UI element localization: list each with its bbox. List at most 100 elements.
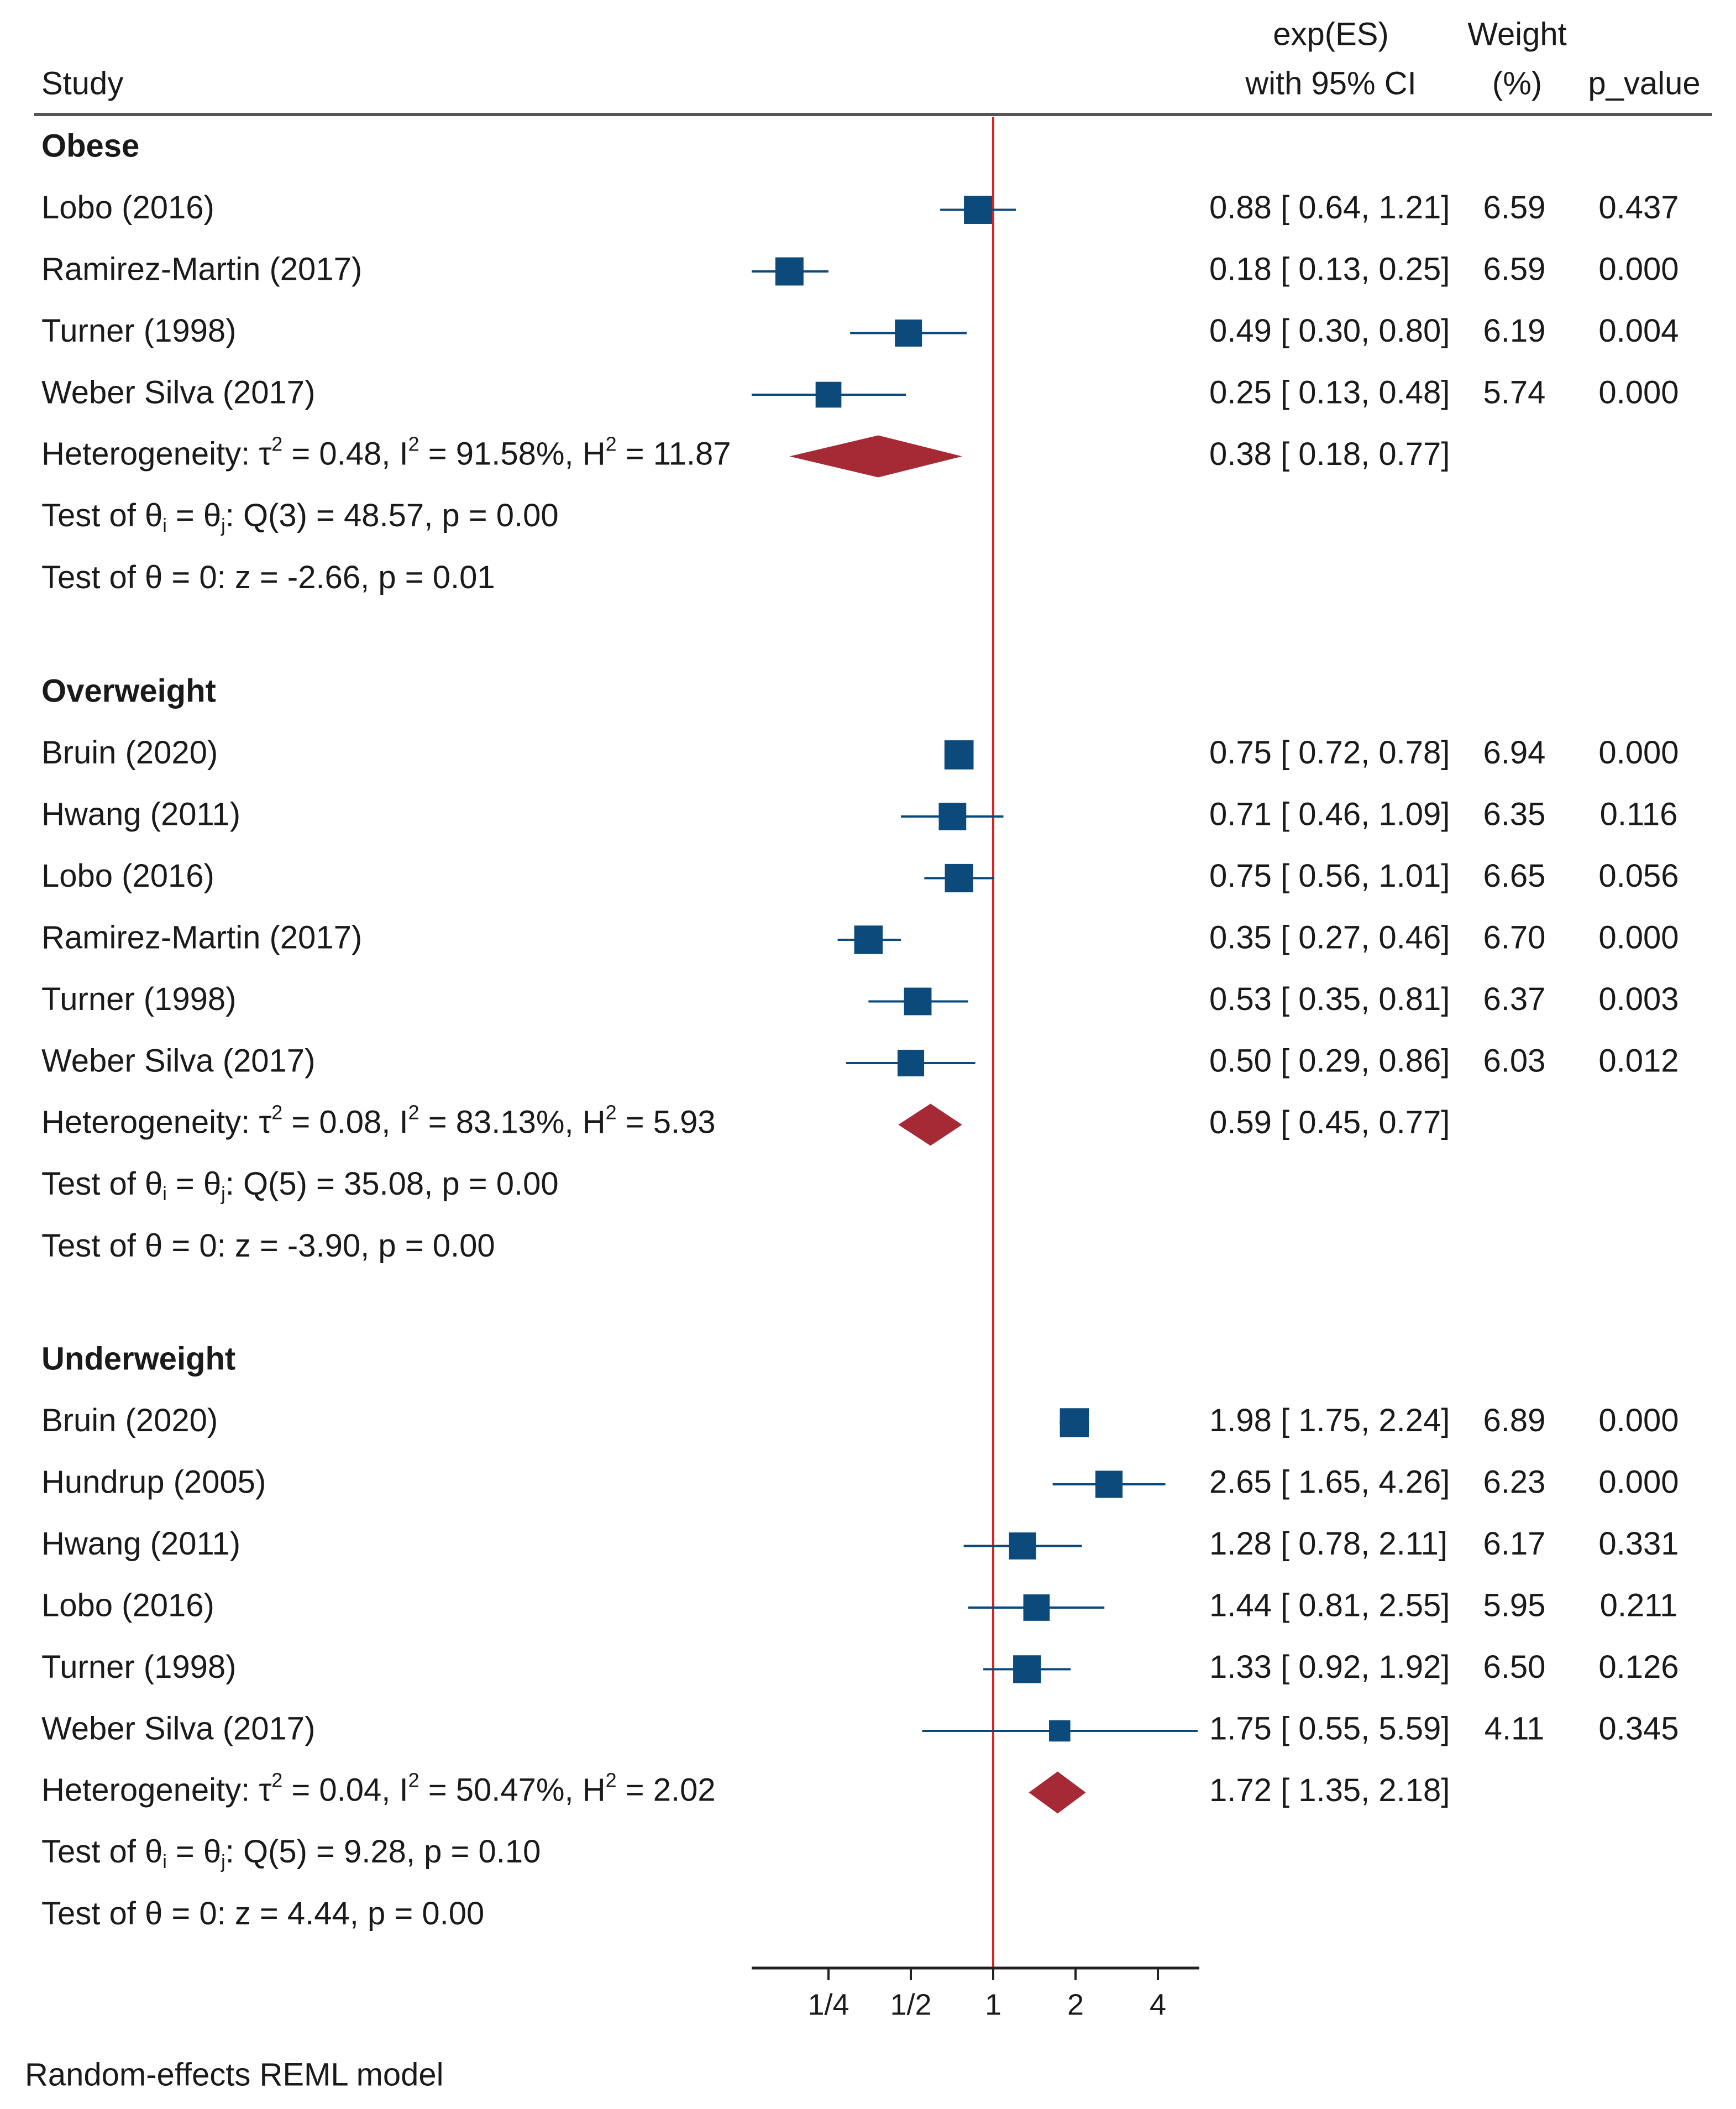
weight-value: 6.65	[1483, 858, 1546, 894]
study-label: Weber Silva (2017)	[41, 1043, 315, 1079]
x-tick-label: 4	[1150, 1988, 1166, 2021]
weight-value: 5.95	[1483, 1587, 1546, 1623]
study-marker	[1060, 1408, 1089, 1437]
x-tick-label: 1	[985, 1988, 1001, 2021]
study-marker	[904, 987, 932, 1016]
ci-text: 1.28 [ 0.78, 2.11]	[1209, 1526, 1447, 1562]
ci-text: 0.35 [ 0.27, 0.46]	[1209, 919, 1450, 955]
weight-value: 6.50	[1483, 1649, 1546, 1685]
study-marker	[1023, 1594, 1050, 1621]
study-marker	[944, 740, 974, 770]
p-value: 0.000	[1598, 251, 1679, 287]
weight-value: 6.59	[1483, 251, 1546, 287]
p-value: 0.211	[1600, 1587, 1678, 1623]
p-value: 0.004	[1598, 313, 1679, 349]
study-label: Ramirez-Martin (2017)	[41, 919, 362, 955]
p-value: 0.003	[1598, 981, 1679, 1017]
p-value: 0.000	[1598, 374, 1679, 410]
ci-text: 0.75 [ 0.72, 0.78]	[1209, 735, 1450, 771]
study-marker	[895, 320, 922, 347]
weight-value: 6.37	[1483, 981, 1546, 1017]
study-marker	[897, 1049, 925, 1077]
pooled-ci-text: 1.72 [ 1.35, 2.18]	[1209, 1772, 1450, 1808]
weight-value: 6.70	[1483, 919, 1546, 955]
study-label: Bruin (2020)	[41, 735, 218, 771]
study-label: Ramirez-Martin (2017)	[41, 251, 362, 287]
p-value: 0.000	[1598, 919, 1679, 955]
ci-text: 1.44 [ 0.81, 2.55]	[1209, 1587, 1450, 1623]
group-title: Underweight	[41, 1341, 235, 1377]
ci-text: 1.98 [ 1.75, 2.24]	[1209, 1402, 1450, 1438]
p-value: 0.116	[1600, 796, 1678, 832]
q-test-text: Test of θi = θj: Q(5) = 9.28, p = 0.10	[41, 1834, 541, 1872]
p-value: 0.000	[1598, 1464, 1679, 1500]
weight-value: 5.74	[1483, 374, 1546, 410]
pooled-diamond	[898, 1103, 962, 1146]
ci-text: 0.50 [ 0.29, 0.86]	[1209, 1043, 1450, 1079]
group-title: Obese	[41, 128, 139, 164]
study-label: Hwang (2011)	[41, 1526, 240, 1562]
header-study: Study	[41, 65, 123, 101]
ci-text: 2.65 [ 1.65, 4.26]	[1209, 1464, 1450, 1500]
weight-value: 6.19	[1483, 313, 1546, 349]
header-p-value: p_value	[1588, 65, 1700, 101]
study-label: Turner (1998)	[41, 981, 236, 1017]
ci-text: 0.53 [ 0.35, 0.81]	[1209, 981, 1450, 1017]
ci-text: 1.33 [ 0.92, 1.92]	[1209, 1649, 1450, 1685]
heterogeneity-text: Heterogeneity: τ2 = 0.48, I2 = 91.58%, H…	[41, 432, 731, 472]
header-weight-line2: (%)	[1492, 65, 1542, 101]
p-value: 0.331	[1598, 1526, 1679, 1562]
footnote: Random-effects REML model	[25, 2056, 444, 2092]
ci-text: 0.18 [ 0.13, 0.25]	[1209, 251, 1450, 287]
p-value: 0.000	[1598, 735, 1679, 771]
x-tick-label: 1/2	[890, 1988, 931, 2021]
weight-value: 6.03	[1483, 1043, 1546, 1079]
study-marker	[938, 803, 967, 830]
group-title: Overweight	[41, 673, 216, 709]
heterogeneity-text: Heterogeneity: τ2 = 0.04, I2 = 50.47%, H…	[41, 1768, 716, 1808]
z-test-text: Test of θ = 0: z = -2.66, p = 0.01	[41, 559, 495, 595]
header-weight-line1: Weight	[1467, 16, 1566, 52]
p-value: 0.056	[1598, 858, 1679, 894]
weight-value: 4.11	[1485, 1710, 1545, 1746]
p-value: 0.000	[1598, 1402, 1679, 1438]
study-label: Turner (1998)	[41, 313, 236, 349]
q-test-text: Test of θi = θj: Q(3) = 48.57, p = 0.00	[41, 498, 559, 536]
study-label: Weber Silva (2017)	[41, 1710, 315, 1746]
weight-value: 6.59	[1483, 190, 1546, 226]
study-marker	[945, 864, 973, 893]
q-test-text: Test of θi = θj: Q(5) = 35.08, p = 0.00	[41, 1166, 559, 1205]
study-label: Lobo (2016)	[41, 858, 214, 894]
study-marker	[854, 925, 883, 954]
ci-text: 1.75 [ 0.55, 5.59]	[1209, 1710, 1450, 1746]
study-marker	[1049, 1720, 1071, 1742]
ci-text: 0.49 [ 0.30, 0.80]	[1209, 313, 1450, 349]
z-test-text: Test of θ = 0: z = -3.90, p = 0.00	[41, 1228, 495, 1264]
p-value: 0.345	[1598, 1710, 1679, 1746]
p-value: 0.126	[1598, 1649, 1679, 1685]
study-label: Bruin (2020)	[41, 1402, 218, 1438]
ci-text: 0.88 [ 0.64, 1.21]	[1209, 190, 1450, 226]
study-marker	[1009, 1532, 1036, 1559]
study-marker	[1013, 1655, 1041, 1683]
weight-value: 6.23	[1483, 1464, 1546, 1500]
p-value: 0.012	[1598, 1043, 1679, 1079]
z-test-text: Test of θ = 0: z = 4.44, p = 0.00	[41, 1896, 484, 1932]
weight-value: 6.94	[1483, 735, 1546, 771]
study-marker	[775, 257, 804, 286]
ci-text: 0.75 [ 0.56, 1.01]	[1209, 858, 1450, 894]
weight-value: 6.35	[1483, 796, 1546, 832]
pooled-ci-text: 0.59 [ 0.45, 0.77]	[1209, 1105, 1450, 1140]
ci-text: 0.25 [ 0.13, 0.48]	[1209, 374, 1450, 410]
x-tick-label: 1/4	[807, 1988, 849, 2021]
weight-value: 6.17	[1483, 1526, 1546, 1562]
study-label: Turner (1998)	[41, 1649, 236, 1685]
header-effect-line2: with 95% CI	[1245, 65, 1416, 101]
pooled-diamond	[1029, 1771, 1086, 1814]
study-label: Lobo (2016)	[41, 1587, 214, 1623]
pooled-diamond	[789, 435, 962, 478]
study-marker	[964, 196, 992, 224]
heterogeneity-text: Heterogeneity: τ2 = 0.08, I2 = 83.13%, H…	[41, 1101, 716, 1140]
ci-text: 0.71 [ 0.46, 1.09]	[1209, 796, 1450, 832]
